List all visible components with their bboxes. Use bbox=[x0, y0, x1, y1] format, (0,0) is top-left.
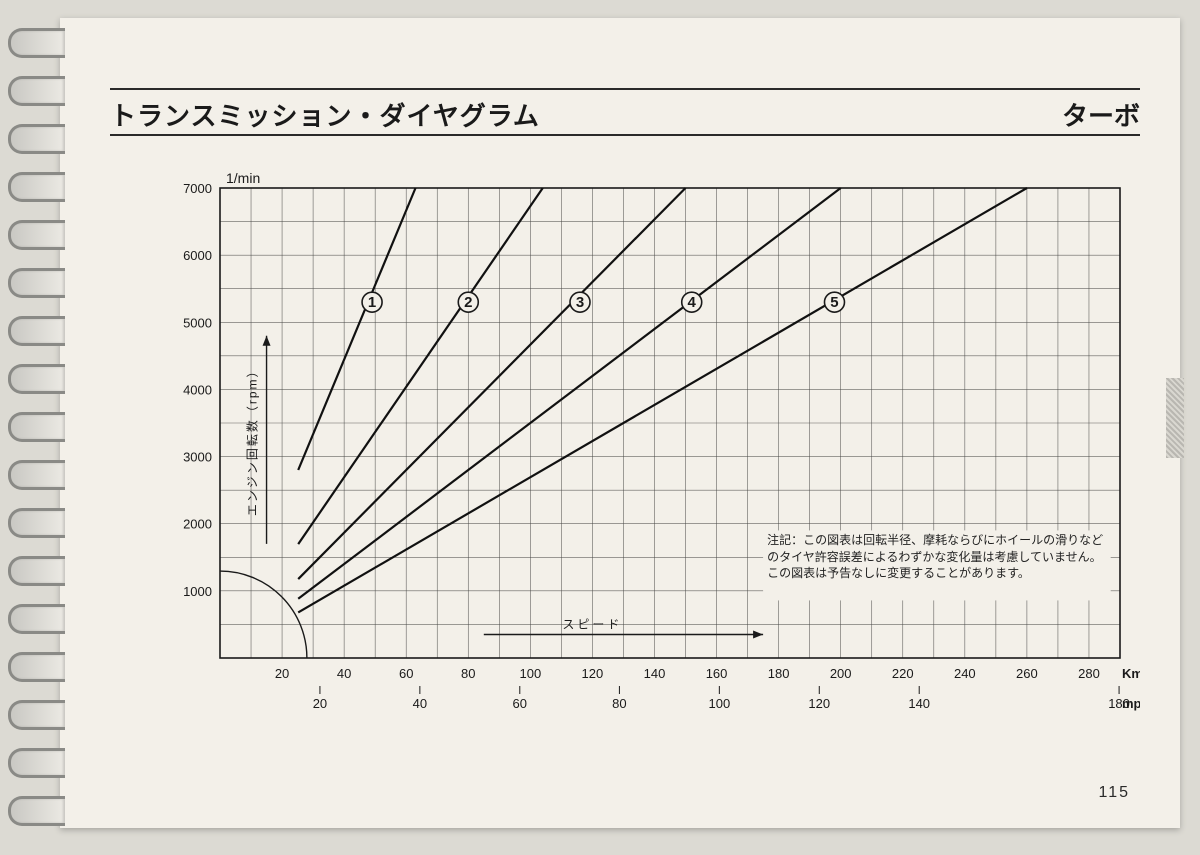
spiral-ring bbox=[8, 700, 65, 730]
spiral-ring bbox=[8, 364, 65, 394]
svg-text:80: 80 bbox=[612, 696, 626, 711]
transmission-chart: 1000200030004000500060007000204060801001… bbox=[150, 178, 1140, 738]
svg-text:200: 200 bbox=[830, 666, 852, 681]
svg-text:2000: 2000 bbox=[183, 517, 212, 532]
svg-text:100: 100 bbox=[708, 696, 730, 711]
svg-text:40: 40 bbox=[413, 696, 427, 711]
svg-text:2: 2 bbox=[464, 294, 472, 311]
chart-note: 注記：この図表は回転半径、摩耗ならびにホイールの滑りなどのタイヤ許容誤差によるわ… bbox=[767, 532, 1107, 581]
svg-text:180: 180 bbox=[768, 666, 790, 681]
svg-text:4: 4 bbox=[688, 294, 697, 311]
spiral-ring bbox=[8, 460, 65, 490]
svg-text:220: 220 bbox=[892, 666, 914, 681]
svg-text:エンジン回転数（rpm）: エンジン回転数（rpm） bbox=[245, 363, 260, 516]
svg-text:mph: mph bbox=[1122, 696, 1140, 711]
svg-text:280: 280 bbox=[1078, 666, 1100, 681]
svg-text:3: 3 bbox=[576, 294, 584, 311]
svg-text:4000: 4000 bbox=[183, 382, 212, 397]
header-rule-top bbox=[110, 88, 1140, 90]
header-rule-bottom bbox=[110, 134, 1140, 136]
spiral-ring bbox=[8, 76, 65, 106]
page-subtitle: ターボ bbox=[1062, 96, 1140, 133]
svg-text:40: 40 bbox=[337, 666, 351, 681]
svg-text:Km/h: Km/h bbox=[1122, 666, 1140, 681]
svg-text:7000: 7000 bbox=[183, 181, 212, 196]
spiral-ring bbox=[8, 220, 65, 250]
spiral-ring bbox=[8, 316, 65, 346]
svg-text:20: 20 bbox=[313, 696, 327, 711]
svg-text:80: 80 bbox=[461, 666, 475, 681]
svg-text:100: 100 bbox=[519, 666, 541, 681]
svg-text:1000: 1000 bbox=[183, 584, 212, 599]
page-tab-marker bbox=[1166, 378, 1184, 458]
svg-text:120: 120 bbox=[582, 666, 604, 681]
spiral-ring bbox=[8, 124, 65, 154]
svg-text:6000: 6000 bbox=[183, 248, 212, 263]
svg-text:1: 1 bbox=[368, 294, 376, 311]
svg-text:160: 160 bbox=[706, 666, 728, 681]
svg-text:140: 140 bbox=[908, 696, 930, 711]
svg-text:20: 20 bbox=[275, 666, 289, 681]
svg-text:60: 60 bbox=[399, 666, 413, 681]
y-axis-unit: 1/min bbox=[226, 170, 260, 186]
spiral-ring bbox=[8, 172, 65, 202]
spiral-ring bbox=[8, 748, 65, 778]
spiral-ring bbox=[8, 652, 65, 682]
page: トランスミッション・ダイヤグラム ターボ 1000 2000 3000 4000 500… bbox=[60, 18, 1180, 828]
spiral-ring bbox=[8, 556, 65, 586]
spiral-ring bbox=[8, 28, 65, 58]
svg-text:スピード: スピード bbox=[562, 618, 622, 632]
svg-text:5000: 5000 bbox=[183, 315, 212, 330]
svg-text:140: 140 bbox=[644, 666, 666, 681]
spiral-ring bbox=[8, 412, 65, 442]
svg-text:3000: 3000 bbox=[183, 450, 212, 465]
svg-text:120: 120 bbox=[808, 696, 830, 711]
page-title: トランスミッション・ダイヤグラム bbox=[110, 96, 540, 133]
spiral-ring bbox=[8, 268, 65, 298]
svg-text:240: 240 bbox=[954, 666, 976, 681]
spiral-ring bbox=[8, 796, 65, 826]
page-number: 115 bbox=[1098, 784, 1130, 802]
chart-svg: 1000200030004000500060007000204060801001… bbox=[150, 178, 1140, 738]
svg-text:260: 260 bbox=[1016, 666, 1038, 681]
spiral-ring bbox=[8, 604, 65, 634]
svg-text:5: 5 bbox=[830, 294, 838, 311]
spiral-ring bbox=[8, 508, 65, 538]
svg-text:60: 60 bbox=[513, 696, 527, 711]
